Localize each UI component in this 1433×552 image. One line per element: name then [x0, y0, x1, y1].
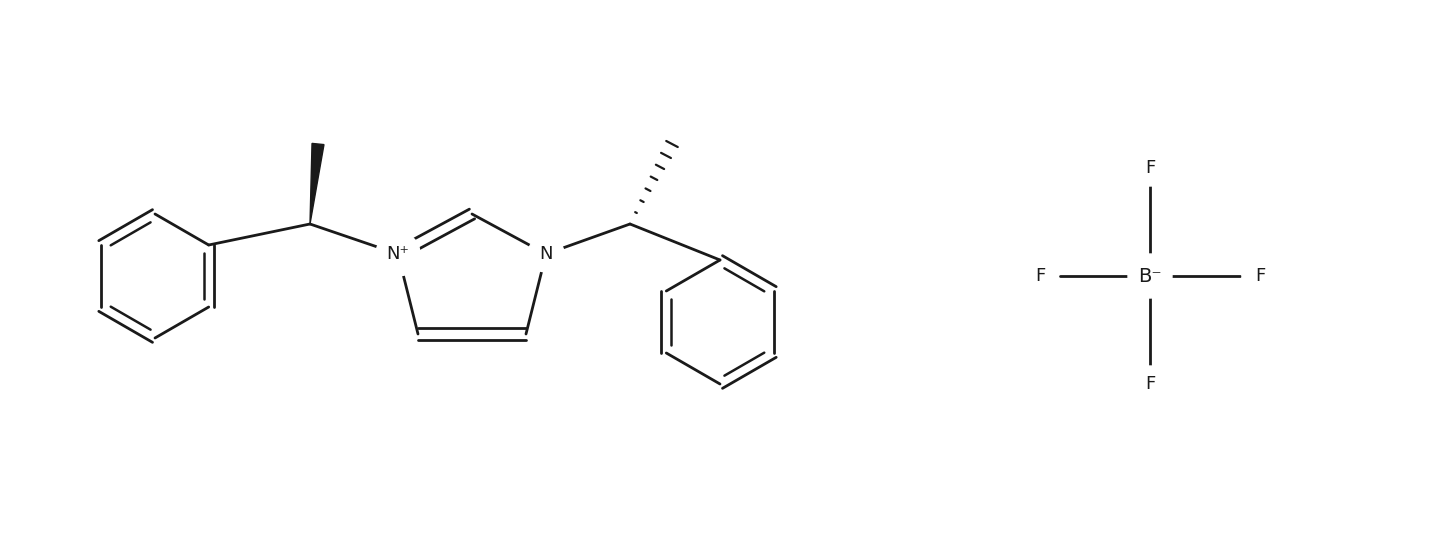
Circle shape [1242, 258, 1278, 294]
Polygon shape [310, 144, 324, 224]
Circle shape [1022, 258, 1058, 294]
Text: F: F [1255, 267, 1265, 285]
Text: N⁺: N⁺ [387, 245, 410, 263]
Text: F: F [1145, 159, 1155, 177]
Text: N: N [539, 245, 553, 263]
Circle shape [1132, 150, 1168, 186]
Circle shape [527, 236, 565, 272]
Text: F: F [1145, 375, 1155, 393]
Text: B⁻: B⁻ [1138, 267, 1162, 285]
Circle shape [1128, 254, 1172, 298]
Circle shape [375, 232, 420, 276]
Text: F: F [1035, 267, 1045, 285]
Circle shape [1132, 366, 1168, 402]
